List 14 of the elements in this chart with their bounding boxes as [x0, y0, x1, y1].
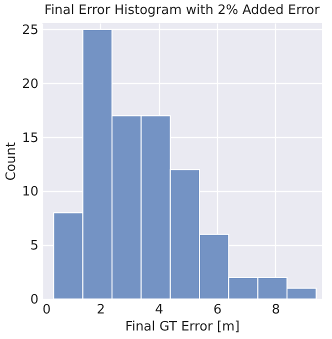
x-tick-label: 4: [155, 302, 164, 318]
y-tick-label: 20: [22, 76, 38, 92]
x-tick-label: 8: [272, 302, 280, 318]
chart-title: Final Error Histogram with 2% Added Error: [44, 3, 320, 18]
y-axis-title: Count: [4, 142, 19, 181]
y-tick-label: 10: [22, 184, 38, 200]
x-tick-label: 6: [213, 302, 222, 318]
x-tick-label: 2: [96, 302, 105, 318]
y-tick-label: 0: [30, 292, 38, 308]
y-tick-label: 25: [22, 22, 38, 38]
y-tick-label: 15: [22, 130, 38, 146]
x-axis-title: Final GT Error [m]: [125, 320, 240, 334]
x-tick-label: 0: [42, 302, 51, 318]
y-tick-label: 5: [30, 238, 38, 254]
